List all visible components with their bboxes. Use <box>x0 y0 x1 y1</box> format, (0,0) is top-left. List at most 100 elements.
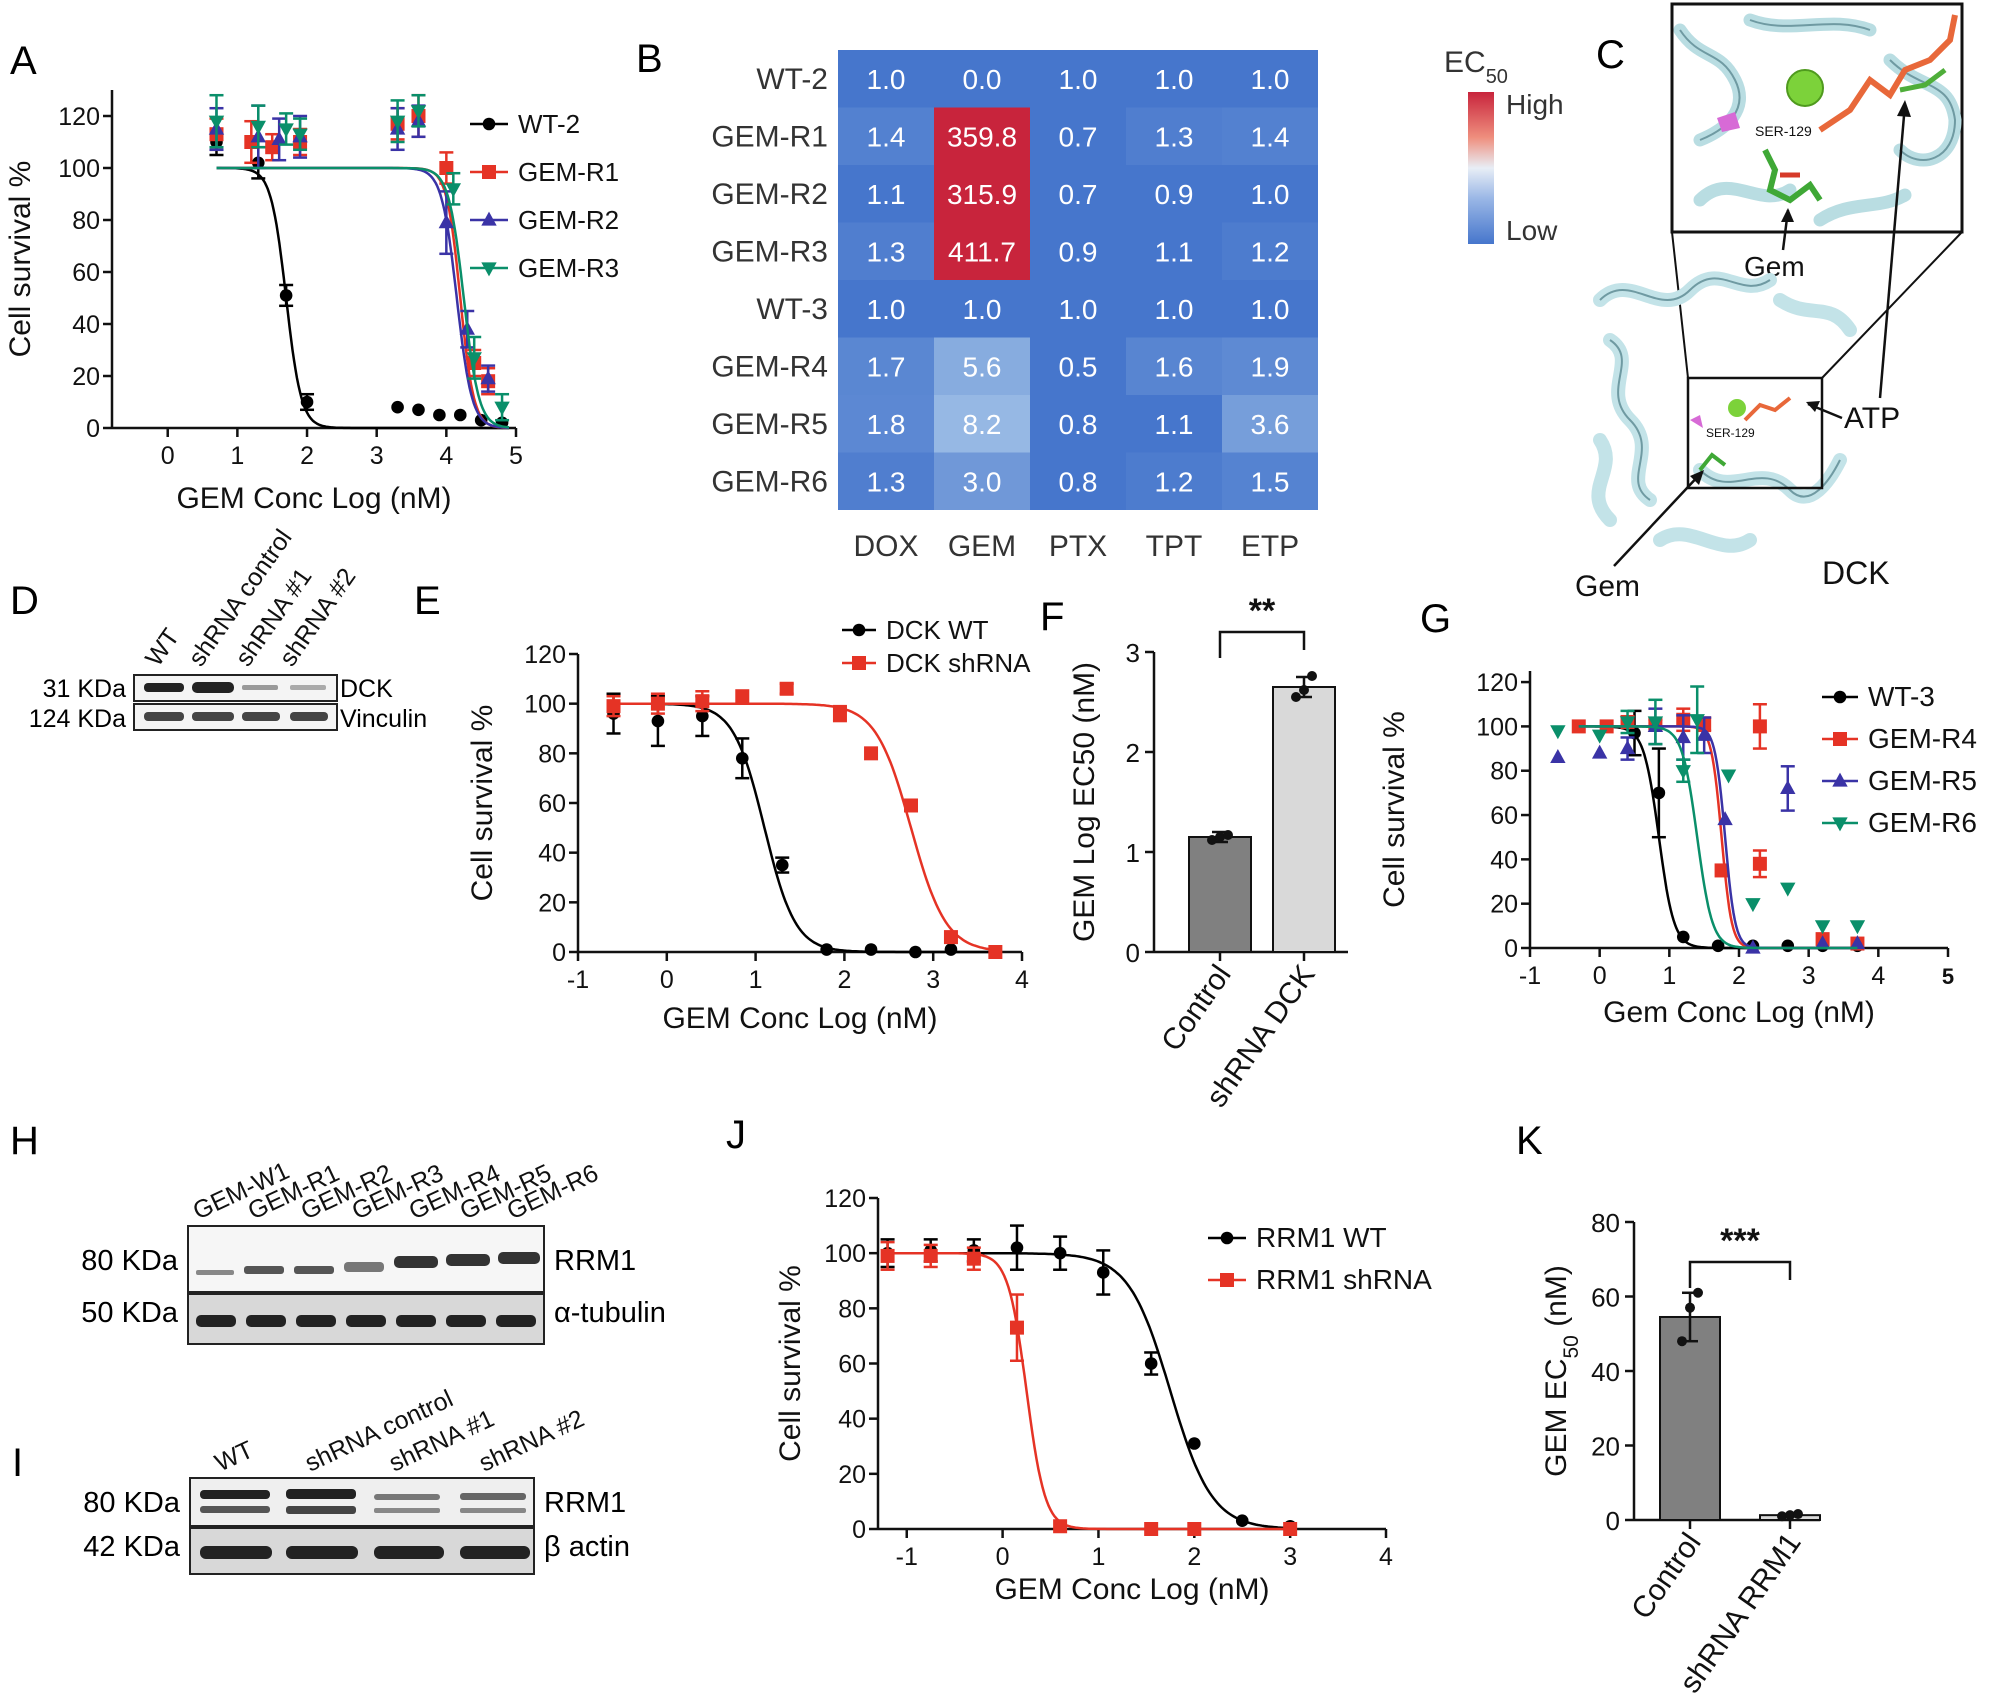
colorbar-high-label: High <box>1506 89 1564 120</box>
legend-label: GEM-R3 <box>518 253 619 283</box>
row-label: GEM-R5 <box>711 408 828 441</box>
data-point <box>474 413 488 427</box>
data-point <box>1696 726 1712 741</box>
cell-value: 0.8 <box>1059 466 1098 497</box>
heatmap-cell <box>934 452 1030 510</box>
x-tick-label: 0 <box>996 1543 1010 1571</box>
data-point <box>775 858 789 872</box>
data-point <box>1283 1522 1298 1536</box>
replicate-point <box>1785 1510 1795 1521</box>
heatmap-cell <box>1126 222 1222 280</box>
data-point <box>735 689 750 704</box>
x-axis-label: GEM Conc Log (nM) <box>994 1573 1269 1606</box>
heatmap-cell <box>838 395 934 453</box>
lane-label: WT <box>211 1436 258 1478</box>
y-tick-label: 40 <box>538 840 566 868</box>
chart-b-ec50-heatmap: WT-2 1.0 0.0 1.0 1.0 1.0 GEM-R1 1.4 359.8 0.7 1.3 1… <box>711 46 1563 563</box>
mw-label: 50 KDa <box>81 1297 179 1329</box>
mw-label: 80 KDa <box>83 1487 181 1519</box>
ser129-main-label: SER-129 <box>1706 426 1755 440</box>
y-tick-label: 20 <box>72 363 100 391</box>
x-tick-label: 3 <box>926 966 940 994</box>
dck-protein-ribbons <box>1591 271 1857 553</box>
series-gem-r6: GEM-R6 <box>1550 685 1977 950</box>
cell-value: 3.0 <box>963 466 1002 497</box>
data-point <box>300 395 314 409</box>
legend-label: GEM-R5 <box>1868 765 1977 796</box>
x-tick-label: 5 <box>509 442 523 470</box>
y-tick-label: 100 <box>524 691 566 719</box>
heatmap-cell <box>838 107 934 165</box>
legend-label: RRM1 WT <box>1256 1222 1387 1253</box>
data-point <box>735 752 749 765</box>
significance-stars: ** <box>1249 592 1276 630</box>
chart-j-rrm1-dose-response: 0 20 40 60 80 100 120 -1 0 1 2 3 4 GEM Conc Log (nM) C… <box>774 1185 1432 1606</box>
data-point <box>1714 863 1729 878</box>
data-point <box>1591 744 1608 759</box>
data-point <box>852 623 866 637</box>
panel-letter-h: H <box>10 1119 39 1163</box>
cell-value: 1.0 <box>1251 64 1290 95</box>
y-tick-label: 80 <box>538 740 566 768</box>
data-point <box>1675 729 1691 744</box>
heatmap-cell <box>1030 165 1126 223</box>
y-tick-label: 120 <box>58 103 100 131</box>
cell-value: 1.0 <box>1155 64 1194 95</box>
y-tick-label: 80 <box>838 1295 866 1323</box>
cell-value: 1.0 <box>1251 294 1290 325</box>
ser129-inset-label: SER-129 <box>1755 123 1812 139</box>
data-point <box>1720 769 1737 784</box>
replicate-point <box>1307 671 1317 681</box>
heatmap-cell <box>1222 222 1318 280</box>
row-label: WT-3 <box>756 293 828 326</box>
data-point <box>923 1248 938 1263</box>
data-point <box>1752 856 1767 871</box>
panel-letter-c: C <box>1596 33 1625 77</box>
protein-label: RRM1 <box>544 1487 626 1519</box>
cell-value: 1.1 <box>1155 236 1194 267</box>
data-point <box>1550 725 1566 740</box>
cell-value: 1.9 <box>1251 351 1290 382</box>
data-point <box>481 211 497 226</box>
y-tick-label: 100 <box>824 1240 866 1268</box>
x-tick-label: 3 <box>370 442 384 470</box>
data-point <box>1717 811 1733 826</box>
heatmap-cell <box>1030 337 1126 395</box>
heatmap-cell <box>1030 50 1126 108</box>
legend-label: WT-3 <box>1868 681 1935 712</box>
heatmap-cell <box>1030 395 1126 453</box>
panel-letter-d: D <box>10 579 39 623</box>
heatmap-cell <box>934 107 1030 165</box>
data-point <box>1675 765 1691 780</box>
data-point <box>1571 719 1586 734</box>
y-tick-label: 40 <box>1490 846 1518 874</box>
heatmap-cell <box>1126 452 1222 510</box>
colorbar-low-label: Low <box>1506 215 1558 246</box>
column-label: ETP <box>1241 530 1299 563</box>
protein-label: RRM1 <box>554 1245 636 1277</box>
heatmap-cell <box>1222 395 1318 453</box>
cell-value: 0.5 <box>1059 351 1098 382</box>
heatmap-cell <box>1222 50 1318 108</box>
data-point <box>1096 1266 1110 1279</box>
x-tick-label: 4 <box>439 442 453 470</box>
replicate-point <box>1677 1336 1687 1347</box>
data-point <box>1188 1437 1201 1450</box>
legend-label: GEM-R2 <box>518 205 619 235</box>
heatmap-cell <box>934 222 1030 280</box>
mw-label: 80 KDa <box>81 1245 179 1277</box>
data-point <box>864 943 878 956</box>
cell-value: 0.9 <box>1059 236 1098 267</box>
data-point <box>278 123 294 138</box>
x-tick-label: 1 <box>1662 962 1676 990</box>
panel-letter-j: J <box>726 1113 746 1157</box>
panel-letter-f: F <box>1040 595 1064 639</box>
row-label: GEM-R3 <box>711 235 828 268</box>
data-point <box>1711 939 1725 953</box>
data-point <box>1010 1241 1024 1254</box>
replicate-point <box>1299 685 1309 695</box>
y-tick-label: 20 <box>538 889 566 917</box>
panel-d-western-blot: WT shRNA control shRNA #1 shRNA #2 31 KD… <box>29 524 427 733</box>
data-point <box>1814 920 1831 935</box>
